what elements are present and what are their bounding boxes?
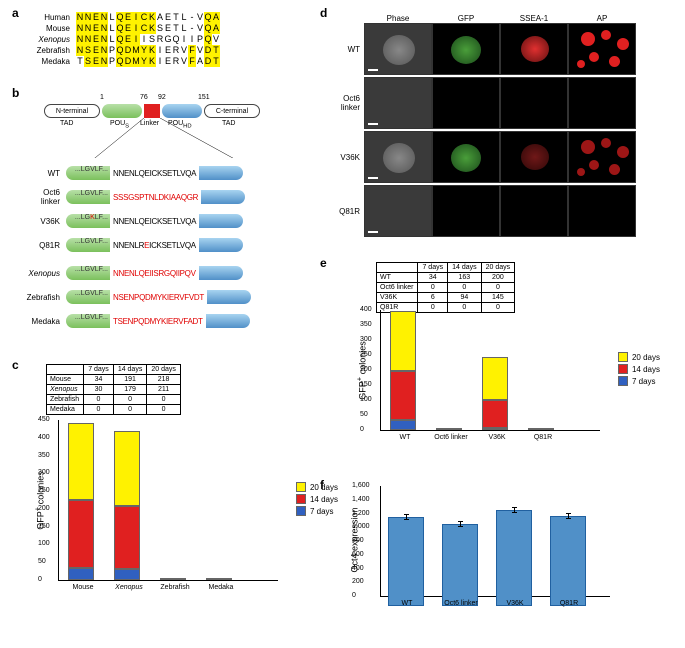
panel-label-b: b [12, 86, 19, 100]
panel-label-a: a [12, 6, 19, 20]
pos-92: 92 [158, 94, 166, 101]
c-terminal: C-terminal [204, 104, 260, 118]
panel-label-d: d [320, 6, 327, 20]
domain-schematic: 1 76 92 151 N-terminal C-terminal TAD PO… [40, 94, 280, 134]
table-c: 7 days14 days20 daysMouse34191218Xenopus… [46, 364, 181, 415]
pouhd-domain [162, 104, 202, 118]
panel-label-f: f [320, 478, 324, 492]
expansion-lines [40, 118, 280, 158]
linker-domain [144, 104, 160, 118]
pos-151: 151 [198, 94, 210, 101]
chart-e: 050100150200250300350400GFP+ coloniesWTO… [350, 310, 610, 460]
pos-76: 76 [140, 94, 148, 101]
panel-label-e: e [320, 256, 327, 270]
n-terminal: N-terminal [44, 104, 100, 118]
alignment-table: HumanNNENLQEICKAETL-VQAMouseNNENLQEICKSE… [24, 12, 220, 67]
chart-f: 02004006008001,0001,2001,4001,600Oct4 ex… [350, 486, 630, 626]
image-grid-d: PhaseGFPSSEA-1APWTOct6linkerV36KQ81R [328, 14, 636, 239]
panel-label-c: c [12, 358, 19, 372]
pos-1: 1 [100, 94, 104, 101]
chart-c: 050100150200250300350400450GFP+ colonies… [28, 420, 288, 610]
constructs-list: WT...LGVLF...NNENLQEICKSETLVQAOct6linker… [14, 164, 251, 336]
table-e: 7 days14 days20 daysWT34163200Oct6 linke… [376, 262, 515, 313]
pous-domain [102, 104, 142, 118]
